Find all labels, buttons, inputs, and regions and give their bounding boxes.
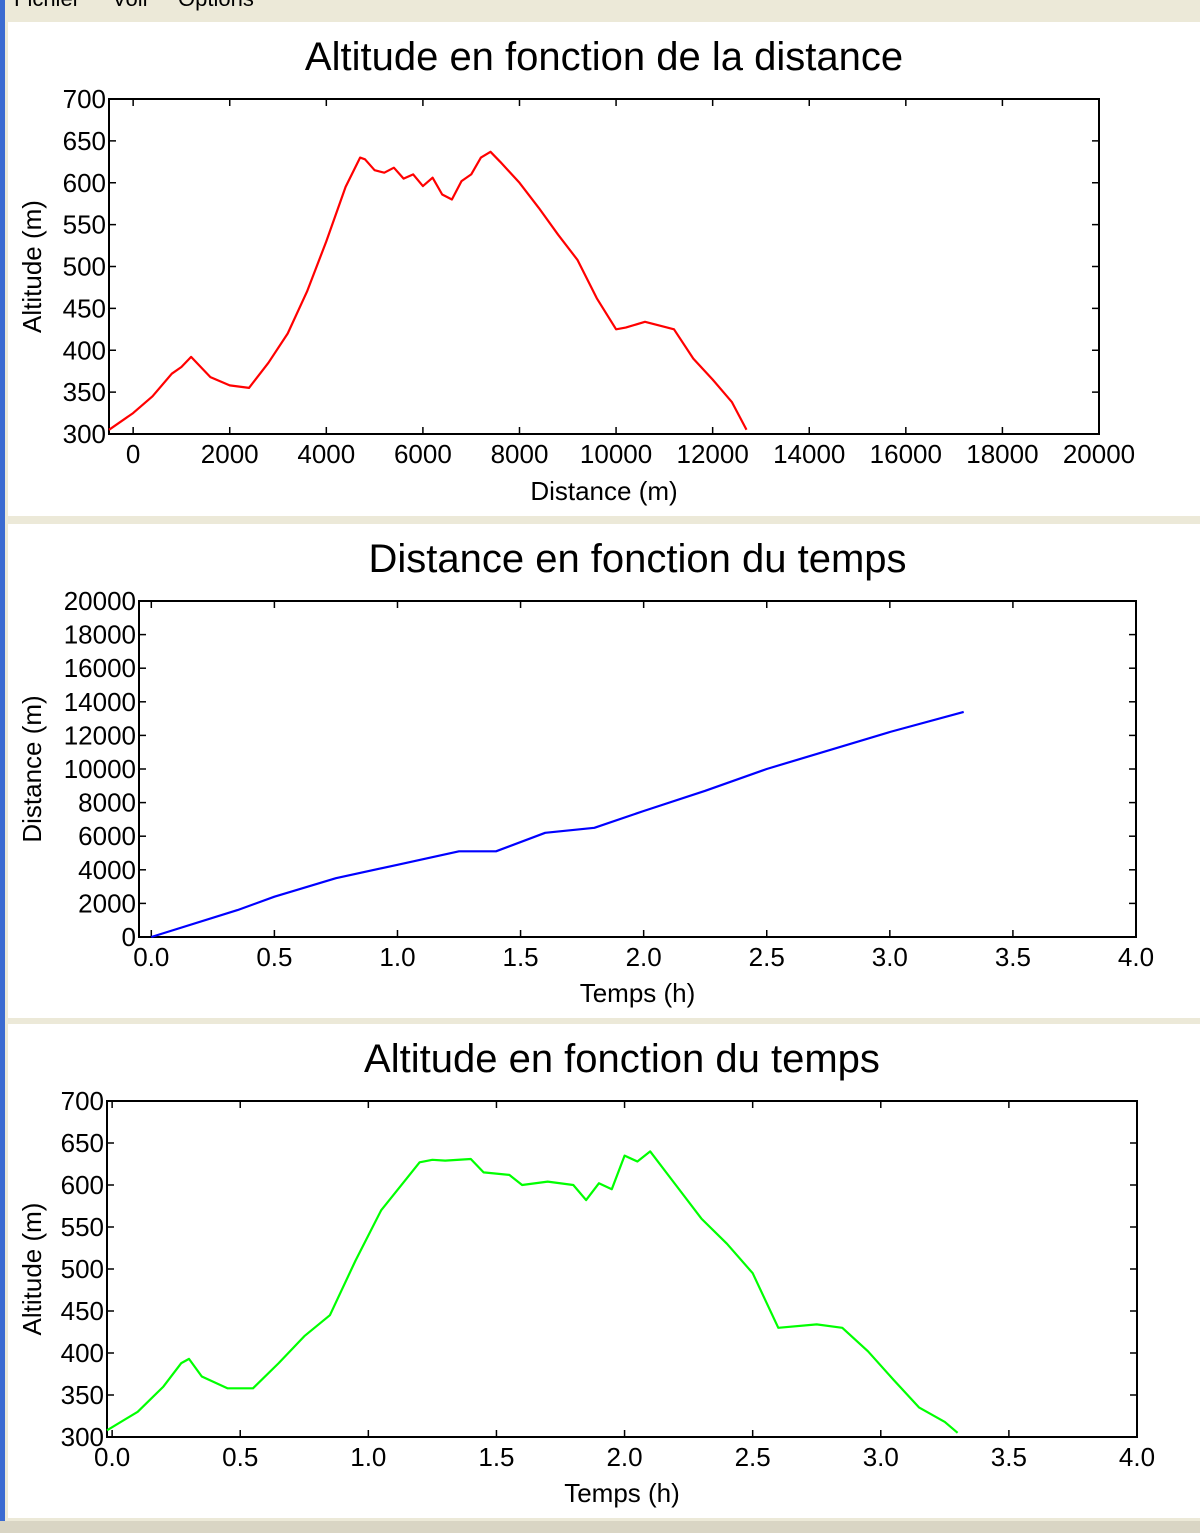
y-tick-label: 300 bbox=[63, 419, 106, 449]
x-tick-label: 1.5 bbox=[502, 942, 538, 972]
series-line bbox=[108, 150, 748, 431]
x-tick-label: 6000 bbox=[394, 439, 452, 469]
chart-distance-temps: Distance en fonction du temps Temps (h) Di… bbox=[17, 537, 1154, 1008]
plot-frame bbox=[138, 600, 1137, 938]
y-tick-label: 18000 bbox=[64, 620, 136, 650]
series-line bbox=[150, 710, 964, 939]
menu-bar: Fichier Voir Options bbox=[0, 0, 1200, 12]
x-tick-label: 3.5 bbox=[995, 942, 1031, 972]
x-tick-label: 2.0 bbox=[606, 1442, 642, 1472]
x-tick-label: 3.0 bbox=[872, 942, 908, 972]
y-tick-label: 12000 bbox=[64, 720, 136, 750]
chart-title: Altitude en fonction du temps bbox=[364, 1037, 880, 1081]
y-tick-label: 700 bbox=[61, 1086, 104, 1116]
menu-options[interactable]: Options bbox=[178, 0, 254, 12]
y-tick-label: 4000 bbox=[78, 855, 136, 885]
x-tick-label: 3.0 bbox=[863, 1442, 899, 1472]
y-tick-label: 10000 bbox=[64, 754, 136, 784]
y-tick-label: 450 bbox=[61, 1296, 104, 1326]
x-axis-label: Temps (h) bbox=[580, 978, 696, 1008]
x-tick-label: 20000 bbox=[1063, 439, 1135, 469]
x-tick-label: 2.5 bbox=[735, 1442, 771, 1472]
y-tick-label: 500 bbox=[63, 252, 106, 282]
y-tick-label: 450 bbox=[63, 293, 106, 323]
series-line bbox=[106, 1150, 959, 1434]
x-tick-label: 18000 bbox=[966, 439, 1038, 469]
x-tick-label: 1.0 bbox=[350, 1442, 386, 1472]
x-tick-label: 2.5 bbox=[749, 942, 785, 972]
y-tick-label: 0 bbox=[122, 922, 136, 952]
x-tick-label: 3.5 bbox=[991, 1442, 1027, 1472]
plot-frame bbox=[106, 1100, 1138, 1438]
x-tick-label: 4.0 bbox=[1118, 942, 1154, 972]
y-tick-label: 650 bbox=[61, 1128, 104, 1158]
chart-altitude-distance: Altitude en fonction de la distance Dista… bbox=[17, 35, 1135, 506]
y-axis-label: Altitude (m) bbox=[17, 1203, 47, 1336]
y-tick-label: 400 bbox=[63, 335, 106, 365]
x-tick-label: 0 bbox=[126, 439, 140, 469]
y-tick-label: 550 bbox=[61, 1212, 104, 1242]
y-tick-label: 16000 bbox=[64, 653, 136, 683]
x-tick-label: 0.5 bbox=[222, 1442, 258, 1472]
x-tick-label: 10000 bbox=[580, 439, 652, 469]
x-axis-label: Temps (h) bbox=[564, 1478, 680, 1508]
x-axis-label: Distance (m) bbox=[530, 476, 677, 506]
chart-title: Altitude en fonction de la distance bbox=[305, 35, 903, 79]
x-tick-label: 1.0 bbox=[379, 942, 415, 972]
x-tick-label: 4.0 bbox=[1119, 1442, 1155, 1472]
y-tick-label: 2000 bbox=[78, 888, 136, 918]
plot-frame bbox=[108, 98, 1100, 435]
y-tick-label: 700 bbox=[63, 84, 106, 114]
panel-distance-temps: Distance en fonction du temps Temps (h) Di… bbox=[8, 524, 1200, 1018]
y-tick-label: 20000 bbox=[64, 586, 136, 616]
y-axis-label: Distance (m) bbox=[17, 695, 47, 842]
x-tick-label: 0.5 bbox=[256, 942, 292, 972]
x-tick-label: 16000 bbox=[870, 439, 942, 469]
y-tick-label: 6000 bbox=[78, 821, 136, 851]
menu-voir[interactable]: Voir bbox=[112, 0, 150, 12]
window-frame-left bbox=[0, 0, 5, 1533]
panel-altitude-temps: Altitude en fonction du temps Temps (h) Al… bbox=[8, 1024, 1200, 1518]
x-tick-label: 4000 bbox=[297, 439, 355, 469]
y-tick-label: 300 bbox=[61, 1422, 104, 1452]
x-tick-label: 2000 bbox=[201, 439, 259, 469]
y-tick-label: 650 bbox=[63, 126, 106, 156]
y-tick-label: 14000 bbox=[64, 687, 136, 717]
y-tick-label: 8000 bbox=[78, 788, 136, 818]
y-tick-label: 350 bbox=[63, 377, 106, 407]
y-tick-label: 600 bbox=[63, 168, 106, 198]
menu-fichier[interactable]: Fichier bbox=[14, 0, 80, 12]
panel-altitude-distance: Altitude en fonction de la distance Dista… bbox=[8, 22, 1200, 516]
x-tick-label: 0.0 bbox=[133, 942, 169, 972]
chart-altitude-temps: Altitude en fonction du temps Temps (h) Al… bbox=[17, 1037, 1155, 1508]
x-tick-label: 1.5 bbox=[478, 1442, 514, 1472]
y-axis-label: Altitude (m) bbox=[17, 200, 47, 333]
x-tick-label: 2.0 bbox=[626, 942, 662, 972]
y-tick-label: 350 bbox=[61, 1380, 104, 1410]
x-tick-label: 14000 bbox=[773, 439, 845, 469]
x-tick-label: 0.0 bbox=[94, 1442, 130, 1472]
y-tick-label: 550 bbox=[63, 210, 106, 240]
y-tick-label: 500 bbox=[61, 1254, 104, 1284]
chart-title: Distance en fonction du temps bbox=[368, 537, 906, 581]
y-tick-label: 400 bbox=[61, 1338, 104, 1368]
y-tick-label: 600 bbox=[61, 1170, 104, 1200]
status-bar bbox=[0, 1521, 1200, 1533]
x-tick-label: 8000 bbox=[491, 439, 549, 469]
x-tick-label: 12000 bbox=[677, 439, 749, 469]
